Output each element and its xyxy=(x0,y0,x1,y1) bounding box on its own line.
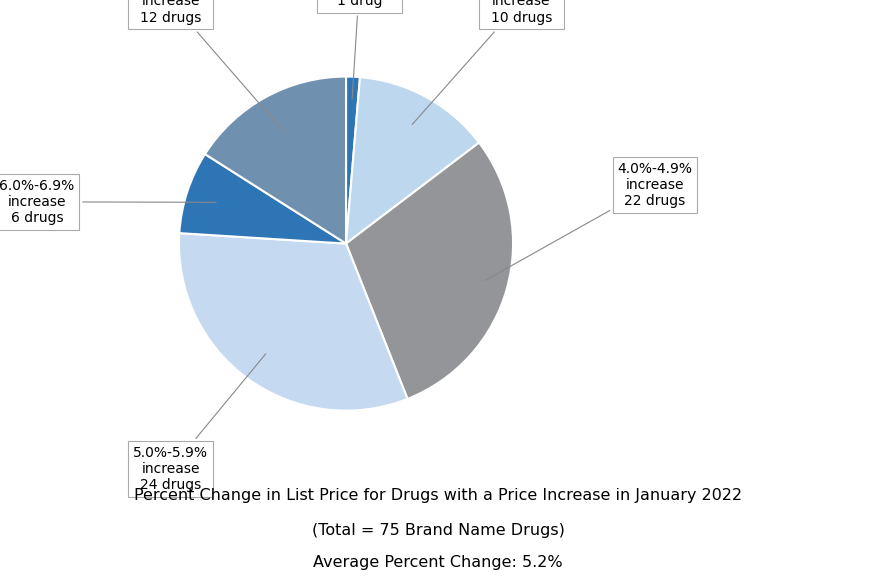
Text: Average Percent Change: 5.2%: Average Percent Change: 5.2% xyxy=(314,555,562,570)
Wedge shape xyxy=(180,154,346,244)
Text: 3.0%-3.9%
increase
10 drugs: 3.0%-3.9% increase 10 drugs xyxy=(413,0,559,125)
Text: 4.0%-4.9%
increase
22 drugs: 4.0%-4.9% increase 22 drugs xyxy=(485,162,693,280)
Wedge shape xyxy=(179,233,407,411)
Text: 2.0%-2.9%
increase
1 drug: 2.0%-2.9% increase 1 drug xyxy=(321,0,397,99)
Wedge shape xyxy=(346,77,360,244)
Wedge shape xyxy=(346,77,479,244)
Text: Percent Change in List Price for Drugs with a Price Increase in January 2022: Percent Change in List Price for Drugs w… xyxy=(134,488,742,503)
Wedge shape xyxy=(205,77,346,244)
Text: 6.0%-6.9%
increase
6 drugs: 6.0%-6.9% increase 6 drugs xyxy=(0,179,216,225)
Text: 5.0%-5.9%
increase
24 drugs: 5.0%-5.9% increase 24 drugs xyxy=(133,354,265,492)
Text: (Total = 75 Brand Name Drugs): (Total = 75 Brand Name Drugs) xyxy=(312,523,564,538)
Text: 7.0%-7.9%
increase
12 drugs: 7.0%-7.9% increase 12 drugs xyxy=(133,0,284,132)
Wedge shape xyxy=(346,143,513,399)
